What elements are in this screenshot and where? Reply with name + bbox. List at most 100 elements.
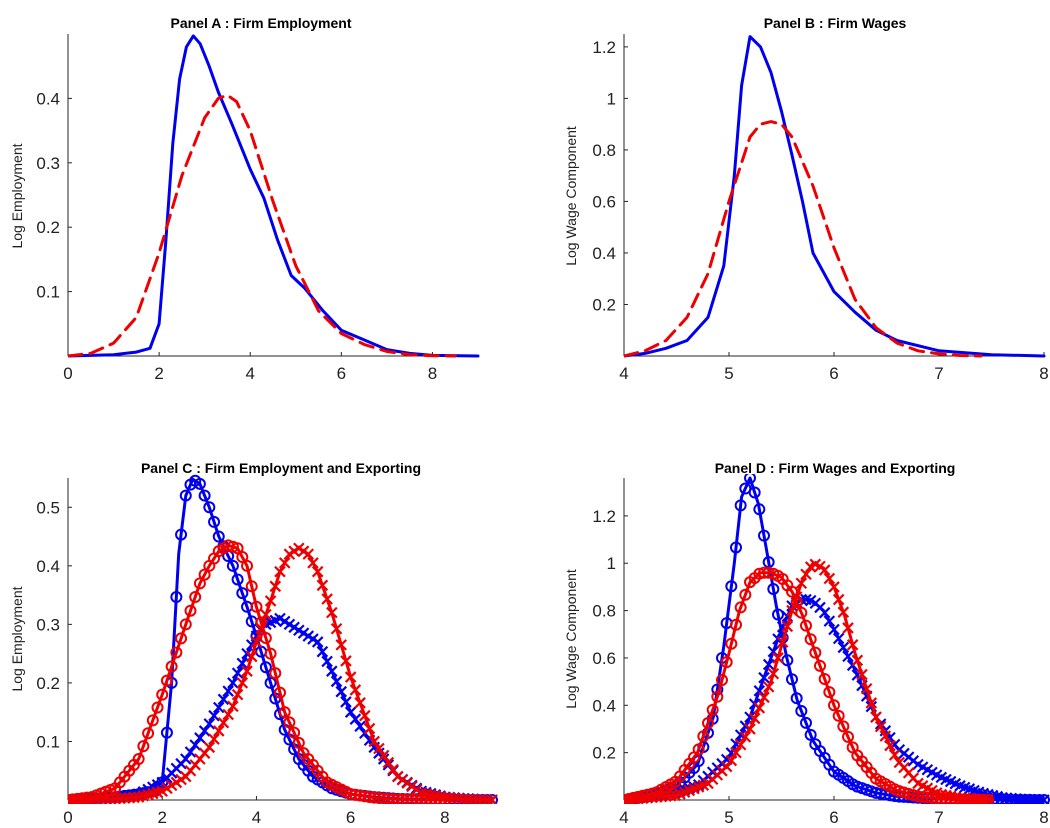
data-point	[753, 503, 766, 516]
data-point	[194, 732, 206, 744]
data-point	[818, 672, 831, 685]
data-point	[203, 741, 216, 754]
data-point	[692, 743, 705, 756]
data-point	[734, 499, 747, 512]
data-point	[795, 704, 808, 717]
data-point	[212, 725, 225, 737]
data-point	[193, 577, 206, 590]
data-point	[781, 620, 794, 633]
data-point	[81, 793, 93, 804]
y-tick-label: 1	[607, 89, 616, 108]
data-point	[241, 559, 254, 572]
data-point	[222, 685, 234, 697]
data-point	[1014, 793, 1027, 804]
data-point	[335, 685, 348, 698]
data-point	[316, 645, 329, 658]
data-point	[326, 606, 338, 619]
data-point	[963, 792, 976, 804]
series-line	[624, 35, 1046, 358]
x-tick-label: 8	[440, 808, 449, 827]
data-point	[818, 606, 831, 619]
data-point	[231, 688, 244, 701]
data-point	[734, 738, 747, 751]
data-point	[231, 573, 244, 586]
data-point	[1000, 792, 1013, 804]
data-point	[236, 587, 249, 600]
panel-title: Panel C : Firm Employment and Exporting	[141, 460, 421, 476]
data-point	[311, 565, 324, 578]
data-point	[321, 655, 333, 668]
data-point	[359, 709, 371, 722]
data-point	[90, 793, 103, 804]
data-point	[809, 646, 822, 659]
data-point	[344, 671, 357, 683]
data-point	[725, 580, 738, 593]
data-point	[226, 559, 239, 572]
y-tick-label: 0.8	[592, 602, 616, 621]
data-point	[349, 713, 362, 725]
data-point	[330, 622, 343, 635]
data-point	[790, 591, 803, 603]
data-point	[832, 632, 845, 645]
x-tick-label: 8	[1039, 364, 1048, 383]
data-point	[250, 636, 263, 648]
data-point	[851, 654, 864, 667]
data-point	[476, 793, 489, 804]
data-point	[730, 541, 742, 554]
x-tick-label: 4	[619, 364, 628, 383]
data-point	[846, 639, 859, 651]
panel-b: Panel B : Firm Wages Log Wage Component …	[563, 15, 1049, 383]
data-point	[217, 693, 230, 706]
data-point	[104, 793, 117, 804]
data-point	[382, 756, 395, 769]
panel-title: Panel D : Firm Wages and Exporting	[715, 460, 956, 476]
data-point	[758, 691, 770, 704]
data-point	[467, 793, 479, 804]
data-point	[236, 657, 249, 670]
series-line	[68, 543, 447, 802]
data-point	[753, 702, 766, 714]
x-tick-label: 4	[245, 364, 254, 383]
data-point	[245, 580, 258, 593]
data-point	[786, 673, 798, 686]
y-tick-label: 0.4	[592, 696, 616, 715]
data-point	[725, 637, 738, 650]
data-point	[462, 793, 475, 804]
data-point	[697, 730, 710, 743]
data-point	[236, 551, 249, 564]
data-point	[264, 647, 277, 660]
data-point	[624, 794, 630, 804]
data-point	[874, 720, 887, 733]
y-tick-label: 0.2	[36, 674, 60, 693]
data-point	[278, 557, 291, 569]
data-point	[278, 706, 291, 719]
data-point	[227, 700, 239, 713]
data-point	[772, 608, 784, 621]
data-point	[767, 645, 780, 658]
data-point	[340, 655, 352, 667]
y-axis-label: Log Wage Component	[563, 569, 579, 709]
data-point	[208, 733, 220, 745]
y-axis-label: Log Employment	[9, 143, 25, 248]
data-point	[85, 793, 98, 804]
data-point	[259, 661, 272, 674]
data-point	[260, 608, 272, 621]
data-point	[767, 667, 780, 680]
data-point	[744, 723, 756, 735]
data-point	[189, 739, 201, 751]
data-point	[175, 528, 188, 541]
x-tick-label: 0	[63, 364, 72, 383]
data-point	[753, 685, 766, 697]
data-point	[800, 619, 812, 632]
data-point	[146, 714, 159, 727]
data-point	[1010, 792, 1022, 804]
data-point	[255, 622, 267, 635]
data-point	[264, 676, 277, 689]
data-point	[823, 572, 836, 585]
series-line	[624, 571, 993, 802]
data-point	[165, 660, 178, 673]
data-point	[706, 703, 719, 716]
data-point	[99, 793, 112, 804]
y-tick-label: 1.2	[592, 507, 616, 526]
data-point	[321, 593, 333, 605]
